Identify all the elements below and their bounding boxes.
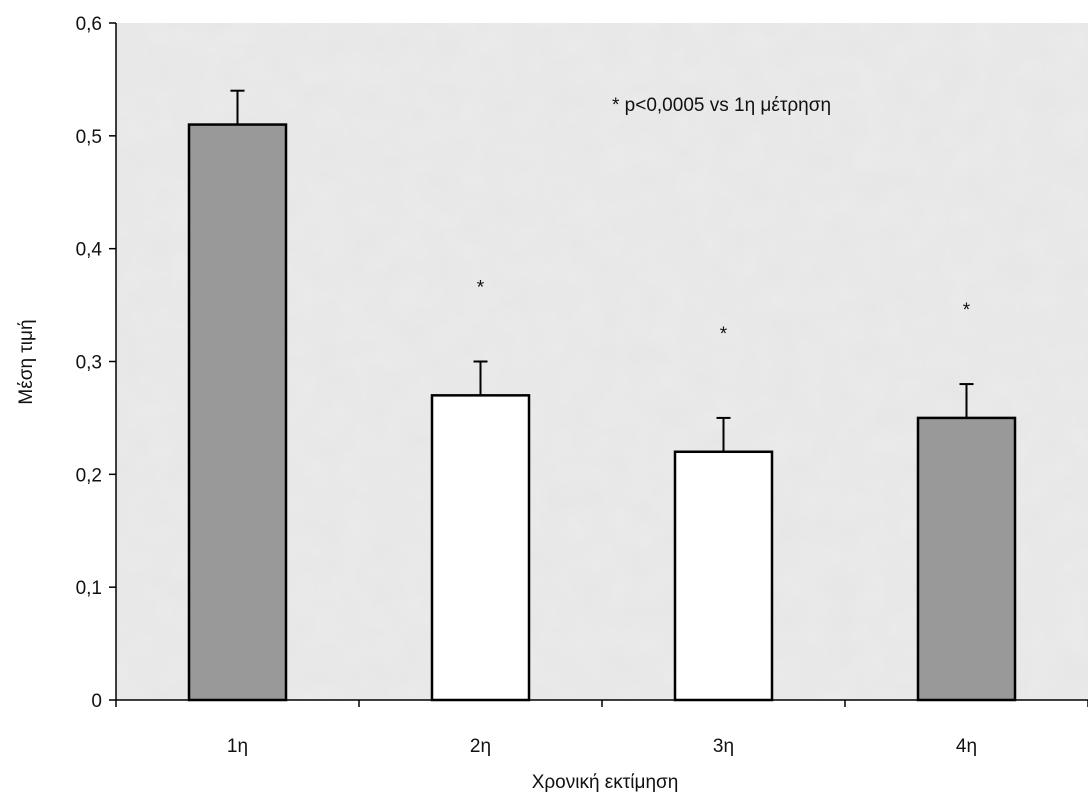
x-axis-label: Χρονική εκτίμηση	[532, 772, 679, 793]
significance-marks-layer: * * *	[477, 278, 971, 345]
y-tick-labels: 0 0,1 0,2 0,3 0,4 0,5 0,6	[76, 14, 103, 712]
significance-mark-2: *	[477, 278, 485, 299]
significance-mark-3: *	[720, 324, 728, 345]
y-tick-label-2: 0,2	[76, 465, 102, 486]
y-axis-label: Μέση τιμή	[16, 319, 37, 404]
x-tick-label-1: 1η	[227, 736, 248, 757]
bar-1	[187, 123, 288, 702]
y-tick-label-5: 0,5	[76, 127, 102, 148]
significance-mark-4: *	[963, 300, 971, 321]
y-tick-label-1: 0,1	[76, 578, 102, 599]
bar-4	[916, 416, 1017, 702]
x-tick-labels: 1η 2η 3η 4η	[227, 736, 977, 757]
x-tick-label-3: 3η	[713, 736, 734, 757]
bar-3	[673, 450, 774, 702]
y-tick-label-0: 0	[91, 691, 102, 712]
y-tick-label-4: 0,4	[76, 240, 103, 261]
error-bars-layer	[230, 89, 974, 452]
significance-annotation: * p<0,0005 vs 1η μέτρηση	[612, 95, 831, 116]
x-tick-label-4: 4η	[956, 736, 977, 757]
y-tick-label-6: 0,6	[76, 14, 102, 35]
x-tick-label-2: 2η	[470, 736, 491, 757]
y-tick-label-3: 0,3	[76, 353, 102, 374]
axes-layer	[109, 22, 1088, 707]
bar-2	[430, 394, 531, 702]
